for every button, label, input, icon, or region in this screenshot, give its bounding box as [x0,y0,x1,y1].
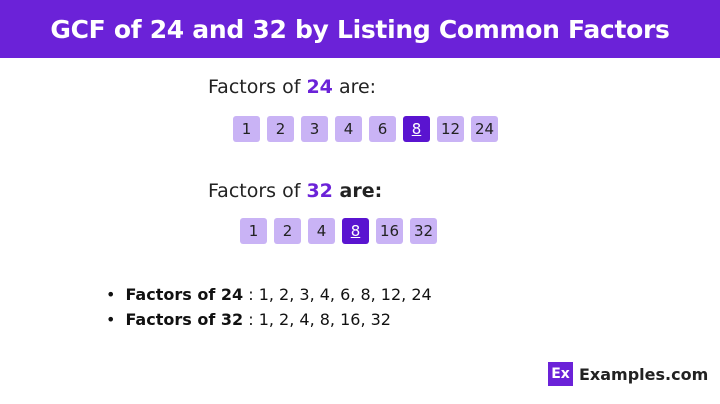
summary-label: Factors of 32 [125,310,244,329]
logo-text: Examples.com [579,364,709,384]
factor-box: 2 [274,218,301,244]
heading-number: 32 [306,180,333,202]
factor-box: 12 [437,116,464,142]
page-title: GCF of 24 and 32 by Listing Common Facto… [0,0,720,58]
factors-32-heading: Factors of 32 are: [208,180,382,202]
heading-number: 24 [306,76,333,98]
factor-box: 16 [376,218,403,244]
common-factor-box: 8 [403,116,430,142]
common-factor-box: 8 [342,218,369,244]
factor-box: 1 [240,218,267,244]
summary-values: : 1, 2, 4, 8, 16, 32 [243,310,391,329]
summary-list: Factors of 24 : 1, 2, 3, 4, 6, 8, 12, 24… [106,282,432,332]
summary-values: : 1, 2, 3, 4, 6, 8, 12, 24 [243,285,432,304]
examples-logo: Ex Examples.com [548,362,708,386]
factor-box: 4 [308,218,335,244]
factor-box: 2 [267,116,294,142]
logo-mark: Ex [548,362,573,386]
heading-prefix: Factors of [208,76,307,98]
heading-suffix: are: [332,180,383,202]
factor-box: 32 [410,218,437,244]
heading-prefix: Factors of [208,180,307,202]
heading-suffix: are: [332,76,377,98]
factors-24-heading: Factors of 24 are: [208,76,376,98]
factor-box: 24 [471,116,498,142]
factor-box: 6 [369,116,396,142]
factor-box: 1 [233,116,260,142]
summary-item: Factors of 32 : 1, 2, 4, 8, 16, 32 [106,307,432,332]
factors-32-row: 1 2 4 8 16 32 [240,218,437,244]
factor-box: 3 [301,116,328,142]
factors-24-row: 1 2 3 4 6 8 12 24 [233,116,498,142]
summary-item: Factors of 24 : 1, 2, 3, 4, 6, 8, 12, 24 [106,282,432,307]
summary-label: Factors of 24 [125,285,244,304]
factor-box: 4 [335,116,362,142]
